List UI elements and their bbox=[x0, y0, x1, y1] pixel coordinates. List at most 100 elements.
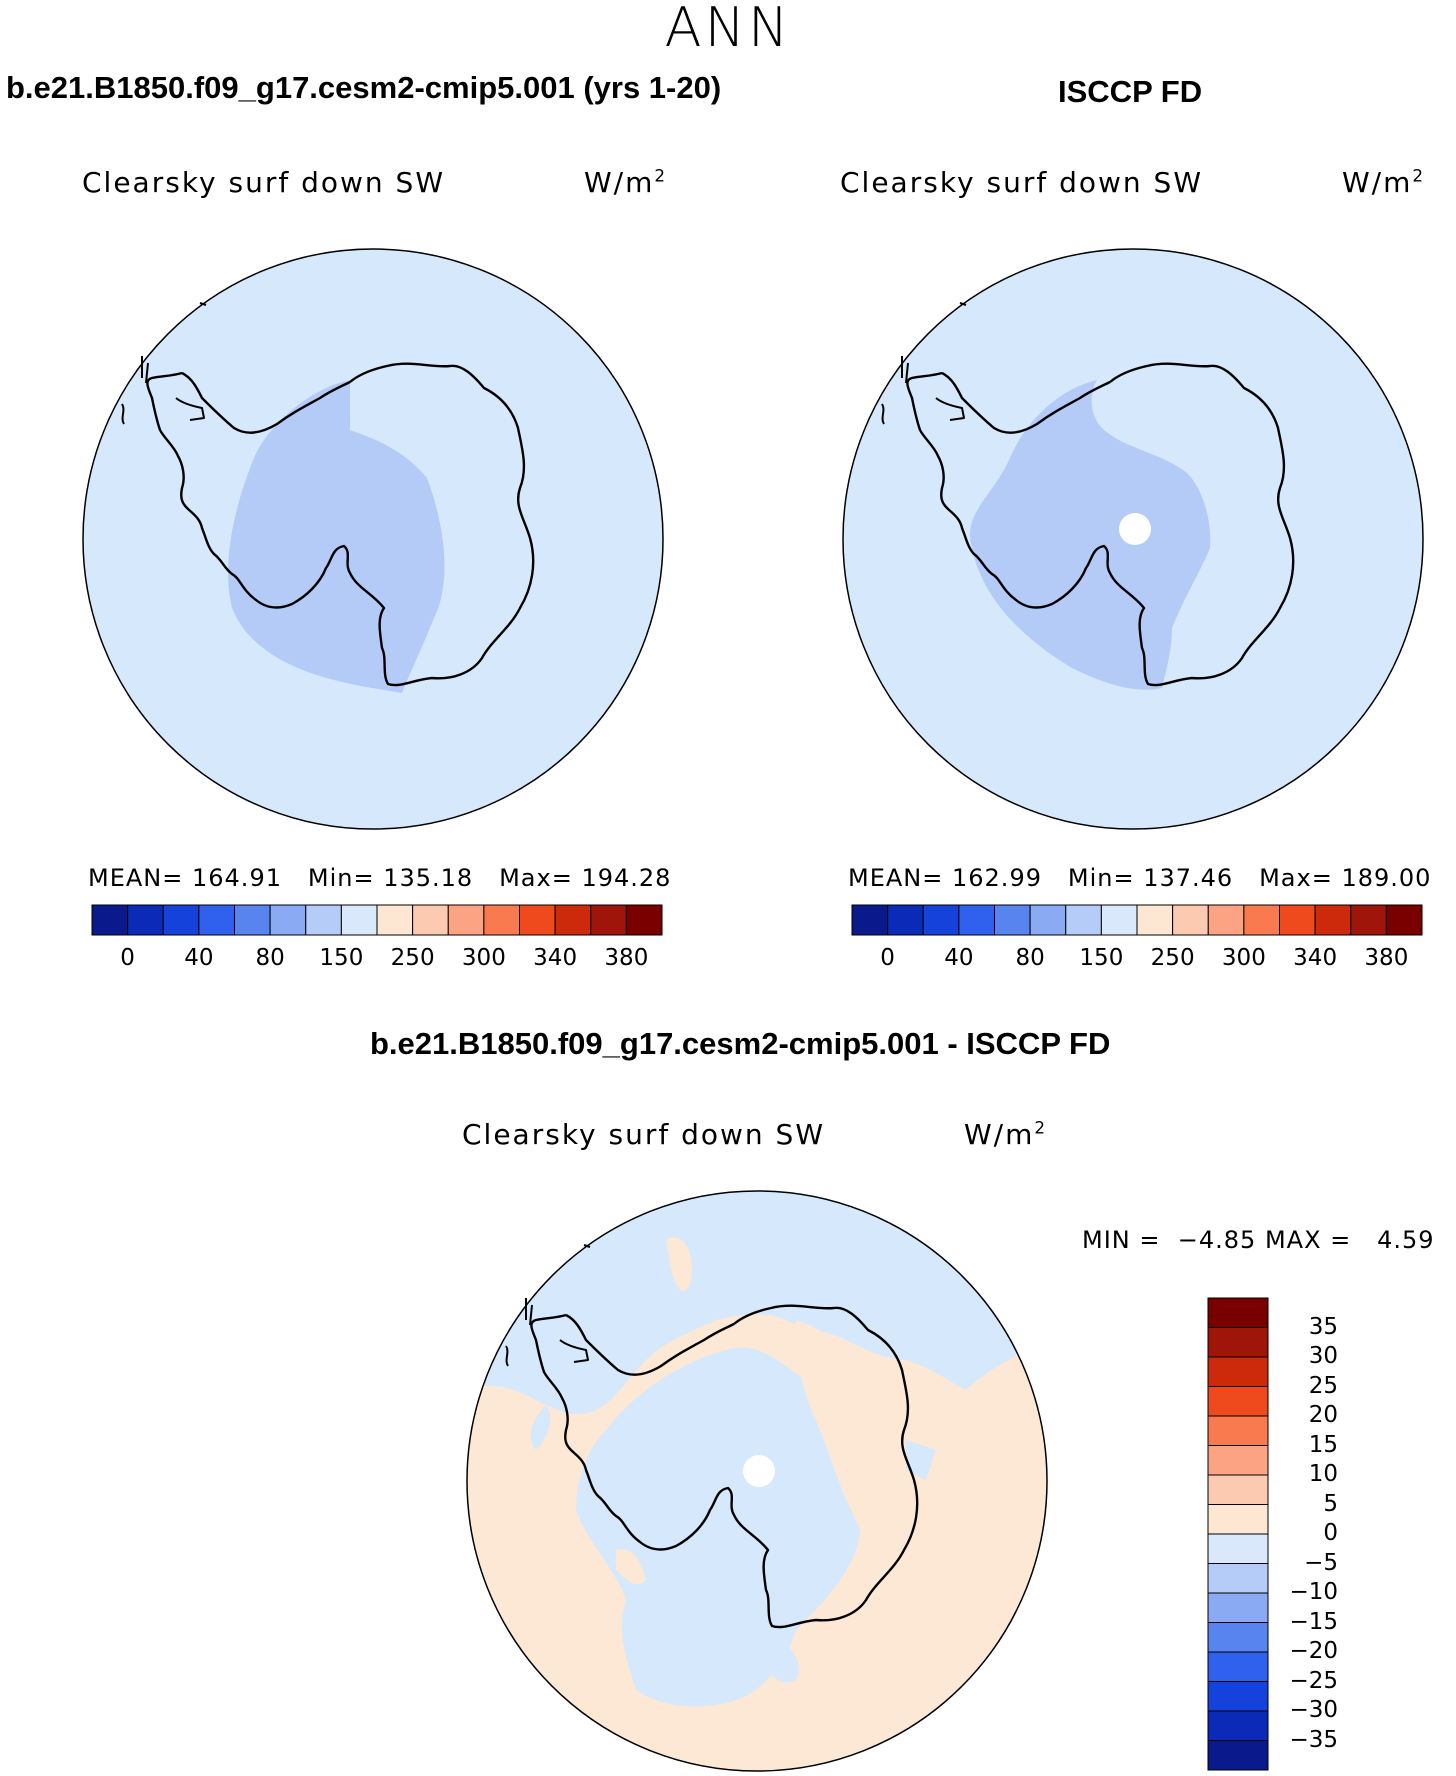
colorbar-tick-label: 0 bbox=[880, 945, 895, 971]
colorbar-swatch bbox=[1172, 904, 1209, 936]
colorbar-tick-label: 250 bbox=[390, 945, 435, 971]
colorbar-swatch bbox=[1100, 904, 1138, 936]
panel-2-variable: Clearsky surf down SW bbox=[840, 166, 1204, 199]
colorbar-swatch bbox=[1207, 1386, 1269, 1417]
panel-2-units: W/m2 bbox=[1342, 165, 1426, 199]
colorbar-swatch bbox=[376, 904, 414, 936]
colorbar-swatch bbox=[269, 904, 307, 936]
panel-2-colorbar-labels: 0 40 80 150 250 300 340 380 bbox=[852, 945, 1422, 975]
colorbar-swatch bbox=[1279, 904, 1316, 936]
colorbar-tick-label: 40 bbox=[944, 945, 974, 971]
panel-3-stats: MIN = −4.85 MAX = 4.59 bbox=[1082, 1226, 1435, 1254]
colorbar-tick-label: 10 bbox=[1308, 1461, 1338, 1487]
colorbar-tick-label: 150 bbox=[319, 945, 364, 971]
colorbar-swatch bbox=[1207, 1415, 1269, 1446]
colorbar-swatch bbox=[1029, 904, 1067, 936]
colorbar-swatch bbox=[1207, 1327, 1269, 1358]
colorbar-tick-label: 20 bbox=[1308, 1402, 1338, 1428]
colorbar-swatch bbox=[1207, 1563, 1269, 1594]
colorbar-swatch bbox=[1207, 904, 1245, 936]
colorbar-swatch bbox=[1207, 1356, 1269, 1387]
panel-1-west-region bbox=[228, 380, 445, 693]
colorbar-swatch bbox=[447, 904, 485, 936]
panel-3-variable: Clearsky surf down SW bbox=[462, 1118, 826, 1151]
panel-1-colorbar-labels: 0 40 80 150 250 300 340 380 bbox=[92, 945, 662, 975]
panel-1-units: W/m2 bbox=[584, 165, 668, 199]
colorbar-tick-label: 0 bbox=[1323, 1520, 1338, 1546]
colorbar-tick-label: −15 bbox=[1289, 1608, 1338, 1635]
colorbar-swatch bbox=[1207, 1474, 1269, 1505]
colorbar-tick-label: 340 bbox=[533, 945, 578, 971]
colorbar-swatch bbox=[340, 904, 378, 936]
panel-1-variable: Clearsky surf down SW bbox=[82, 166, 446, 199]
colorbar-swatch bbox=[1065, 904, 1102, 936]
colorbar-tick-label: 15 bbox=[1308, 1431, 1338, 1458]
colorbar-swatch bbox=[1136, 904, 1174, 936]
colorbar-tick-label: 250 bbox=[1150, 945, 1195, 971]
colorbar-tick-label: 80 bbox=[255, 945, 285, 971]
colorbar-tick-label: 5 bbox=[1323, 1490, 1338, 1517]
colorbar-swatch bbox=[519, 904, 556, 936]
colorbar-swatch bbox=[1207, 1533, 1269, 1564]
colorbar-swatch bbox=[851, 904, 889, 936]
colorbar-swatch bbox=[1207, 1710, 1269, 1741]
colorbar-swatch bbox=[590, 904, 627, 936]
colorbar-tick-label: 340 bbox=[1293, 945, 1338, 971]
colorbar-swatch bbox=[1207, 1740, 1269, 1771]
panel-3-coastline bbox=[505, 1244, 919, 1629]
colorbar-swatch bbox=[162, 904, 200, 936]
colorbar-swatch bbox=[1207, 1445, 1269, 1476]
colorbar-tick-label: −25 bbox=[1289, 1667, 1338, 1694]
panel-2-colorbar bbox=[851, 904, 1423, 936]
colorbar-swatch bbox=[198, 904, 235, 936]
colorbar-tick-label: 300 bbox=[461, 945, 506, 971]
colorbar-swatch bbox=[1314, 904, 1352, 936]
colorbar-tick-label: 30 bbox=[1308, 1343, 1338, 1369]
panel-3-negative-region bbox=[467, 1191, 1047, 1415]
colorbar-tick-label: 300 bbox=[1221, 945, 1266, 971]
colorbar-tick-label: −5 bbox=[1304, 1549, 1338, 1576]
colorbar-swatch bbox=[1243, 904, 1280, 936]
panel-2-coastline bbox=[881, 302, 1295, 687]
colorbar-swatch bbox=[1207, 1651, 1269, 1682]
panel-1-stats: MEAN= 164.91 Min= 135.18 Max= 194.28 bbox=[88, 864, 672, 892]
colorbar-tick-label: 25 bbox=[1308, 1372, 1338, 1399]
colorbar-swatch bbox=[958, 904, 995, 936]
colorbar-tick-label: 150 bbox=[1079, 945, 1124, 971]
colorbar-swatch bbox=[1350, 904, 1387, 936]
figure-title: ANN bbox=[664, 0, 792, 59]
colorbar-swatch bbox=[922, 904, 960, 936]
colorbar-swatch bbox=[1385, 904, 1423, 936]
colorbar-swatch bbox=[234, 904, 271, 936]
panel-1-colorbar bbox=[91, 904, 663, 936]
panel-3-missing-pole bbox=[743, 1455, 775, 1487]
colorbar-tick-label: −20 bbox=[1289, 1638, 1338, 1664]
panel-1-coastline bbox=[121, 302, 535, 687]
colorbar-tick-label: −35 bbox=[1289, 1726, 1338, 1753]
colorbar-tick-label: 80 bbox=[1015, 945, 1045, 971]
panel-1-map bbox=[82, 248, 664, 830]
colorbar-tick-label: 35 bbox=[1308, 1313, 1338, 1340]
colorbar-swatch bbox=[994, 904, 1031, 936]
colorbar-swatch bbox=[127, 904, 164, 936]
panel-1-title: b.e21.B1850.f09_g17.cesm2-cmip5.001 (yrs… bbox=[6, 70, 722, 105]
colorbar-swatch bbox=[625, 904, 663, 936]
colorbar-swatch bbox=[91, 904, 129, 936]
colorbar-swatch bbox=[1207, 1504, 1269, 1535]
colorbar-swatch bbox=[1207, 1681, 1269, 1712]
colorbar-swatch bbox=[412, 904, 449, 936]
colorbar-swatch bbox=[1207, 1297, 1269, 1328]
panel-3-title: b.e21.B1850.f09_g17.cesm2-cmip5.001 - IS… bbox=[370, 1026, 1111, 1061]
panel-2-west-region bbox=[970, 380, 1211, 690]
colorbar-swatch bbox=[305, 904, 342, 936]
panel-2-missing-pole bbox=[1119, 513, 1151, 545]
colorbar-tick-label: 380 bbox=[604, 945, 649, 971]
colorbar-swatch bbox=[554, 904, 592, 936]
colorbar-swatch bbox=[483, 904, 520, 936]
colorbar-tick-label: −10 bbox=[1289, 1579, 1338, 1605]
colorbar-tick-label: 40 bbox=[184, 945, 214, 971]
panel-2-title: ISCCP FD bbox=[1058, 74, 1203, 109]
colorbar-swatch bbox=[1207, 1622, 1269, 1653]
colorbar-tick-label: 0 bbox=[120, 945, 135, 971]
panel-3-colorbar-labels: 35 30 25 20 15 10 5 0 −5 −10 −15 −20 −25 −30 −35 bbox=[1276, 1298, 1356, 1770]
